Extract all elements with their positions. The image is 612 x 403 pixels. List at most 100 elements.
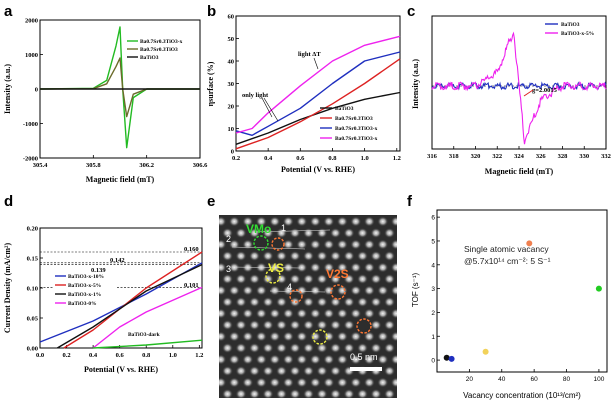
vacancy-circle-mo: [253, 235, 269, 251]
atom: [225, 215, 230, 216]
atom: [221, 342, 234, 354]
atom: [343, 319, 355, 331]
atom: [275, 227, 288, 239]
atom: [275, 250, 288, 262]
line-3: [231, 266, 301, 269]
marker-3: 3: [226, 264, 231, 274]
atom: [377, 377, 389, 388]
panel-label-a: a: [4, 3, 13, 20]
atom: [390, 239, 397, 250]
atom: [306, 215, 311, 216]
chart-f-frame: [436, 209, 608, 373]
atom: [289, 227, 301, 239]
atom: [228, 354, 240, 365]
atom: [242, 285, 254, 296]
vacancy-circle-s: [265, 268, 281, 284]
atom: [228, 216, 240, 227]
atom: [242, 239, 254, 250]
chart-b-xtick-label: 0.2: [232, 155, 240, 162]
atom: [377, 331, 389, 342]
chart-b-ylabel: ηsurface (%): [206, 61, 215, 106]
chart-f-ytick-label: 6: [431, 215, 435, 222]
chart-c-series-2: [431, 31, 607, 145]
atom: [343, 388, 355, 398]
panel-label-e: e: [207, 193, 215, 210]
atom: [370, 342, 382, 354]
chart-a-xlabel: Magnetic field (mT): [86, 175, 155, 184]
atom: [275, 296, 288, 308]
atom: [316, 319, 328, 331]
chart-f-point-5: [595, 285, 602, 292]
chart-f-xtick-label: 40: [498, 376, 506, 383]
atom: [219, 391, 220, 397]
atom: [228, 308, 240, 319]
chart-b-legend-3: Ba0.7Sr0.3TiO3-x: [335, 126, 378, 132]
atom: [255, 331, 267, 342]
atom: [282, 331, 294, 342]
atom: [336, 216, 348, 227]
chart-f-ytick-label: 2: [431, 310, 435, 317]
atom: [309, 262, 321, 273]
atom: [242, 216, 254, 227]
chart-b-annotation-light-arrow: [313, 57, 319, 70]
chart-a-xtick-label: 305.8: [86, 162, 101, 169]
atom: [289, 365, 301, 377]
atom: [356, 388, 369, 398]
vacancy-circle-2: [289, 289, 303, 303]
atom: [316, 250, 328, 262]
atom: [235, 250, 247, 262]
chart-d-legend-4: BaTiO3-0%: [68, 301, 97, 307]
atom: [387, 215, 392, 216]
chart-d-xtick-label: 0.6: [116, 352, 125, 359]
atom: [329, 250, 342, 262]
atom: [350, 308, 362, 319]
atom: [309, 377, 321, 388]
atom: [262, 365, 274, 377]
atom: [289, 273, 301, 285]
atom: [316, 388, 328, 398]
chart-a-ytick-label: -2000: [23, 156, 38, 163]
scale-bar: [350, 367, 382, 371]
atom: [289, 319, 301, 331]
atom: [255, 285, 267, 296]
atom: [390, 285, 397, 296]
atom: [219, 285, 227, 296]
atom: [390, 354, 397, 365]
chart-f-ylabel: TOF (s⁻¹): [411, 273, 420, 308]
atom: [350, 285, 362, 296]
chart-d-xlabel: Potential (V vs. RHE): [84, 365, 158, 374]
chart-d-legend-3: BaTiO3-x-1%: [68, 292, 101, 298]
panel-label-b: b: [207, 3, 216, 20]
atom: [347, 215, 351, 216]
atom: [320, 215, 324, 216]
chart-b: 0.2 0.4 0.6 0.8 1.0 1.2 0 10 20 30 40 50 60 Potentia…: [206, 14, 401, 175]
atom: [329, 342, 342, 354]
chart-b-xtick-label: 1.0: [361, 155, 369, 162]
chart-c-ylabel: Intensity (a.u.): [411, 59, 420, 109]
chart-d-ytick-label: 0.00: [27, 346, 38, 353]
atom: [282, 216, 294, 227]
chart-d-ann-139: 0.139: [91, 267, 106, 274]
atom: [383, 250, 396, 262]
atom: [343, 250, 355, 262]
atom: [296, 216, 308, 227]
atom: [255, 216, 267, 227]
atom: [248, 296, 261, 308]
atom: [323, 354, 335, 365]
chart-b-ytick-label: 10: [228, 126, 235, 133]
atom: [235, 319, 247, 331]
atom: [289, 250, 301, 262]
atom: [363, 331, 375, 342]
vacancy-circle-4: [356, 318, 372, 334]
atom: [248, 342, 261, 354]
atom: [309, 216, 321, 227]
atom: [329, 365, 342, 377]
chart-f-xtick-label: 20: [466, 376, 474, 383]
atom: [219, 230, 220, 236]
atom: [343, 296, 355, 308]
atom: [383, 365, 396, 377]
atom: [356, 250, 369, 262]
chart-d-series-5: [93, 339, 203, 349]
chart-a-series-1: [39, 26, 200, 149]
chart-f-annotation-2: @5.7x10¹⁴ cm⁻²: 5 S⁻¹: [464, 256, 551, 266]
